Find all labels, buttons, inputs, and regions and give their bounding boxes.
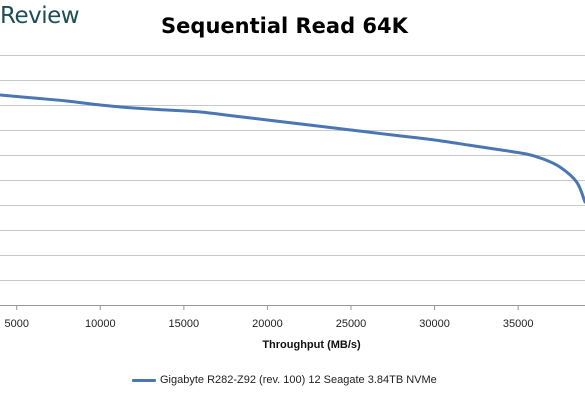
x-axis-ticks: 5000 10000 15000 20000 25000 30000 35000 (4, 305, 533, 330)
x-tick-label: 35000 (503, 318, 534, 330)
x-tick-label: 30000 (419, 318, 450, 330)
x-tick-label: 5000 (4, 318, 28, 330)
gridlines (0, 55, 585, 281)
x-tick-label: 10000 (85, 318, 116, 330)
chart-title: Sequential Read 64K (0, 14, 585, 38)
series-line (0, 93, 585, 204)
x-tick-label: 15000 (169, 318, 200, 330)
x-axis-label: Throughput (MB/s) (262, 339, 361, 351)
legend-swatch (132, 378, 156, 382)
legend-label: Gigabyte R282-Z92 (rev. 100) 12 Seagate … (160, 374, 437, 386)
chart-title-text: Sequential Read 64K (161, 14, 408, 38)
x-tick-label: 20000 (252, 318, 283, 330)
site-logo: Review (0, 3, 80, 29)
legend: Gigabyte R282-Z92 (rev. 100) 12 Seagate … (132, 372, 437, 388)
series-layer (0, 93, 585, 204)
x-tick-label: 25000 (336, 318, 367, 330)
